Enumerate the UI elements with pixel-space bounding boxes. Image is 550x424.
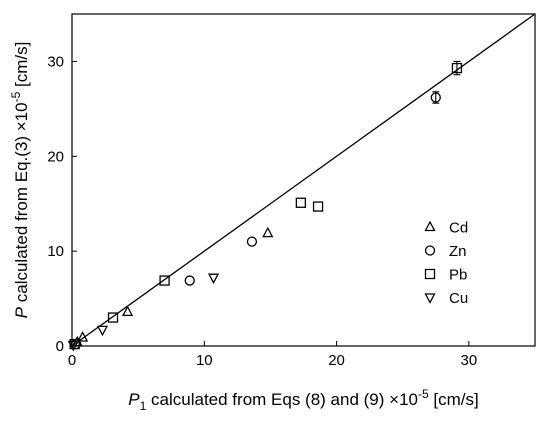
series-cu [67,273,220,352]
data-point-cd [121,305,134,317]
data-point-zn [184,275,195,286]
data-point-pb [107,312,119,323]
x-axis-title: P1 calculated from Eqs (8) and (9) ×10-5… [128,387,478,413]
data-point-cu [207,273,220,285]
data-point-cd [262,226,274,238]
data-point-pb [295,197,307,208]
x-tick-label: 10 [196,352,213,369]
reference-line [71,13,536,347]
legend-marker-cd [424,220,436,232]
y-tick-label: 20 [47,148,64,165]
y-axis-title: P calculated from Eq.(3) ×10-5 [cm/s] [9,42,31,319]
y-tick-label: 0 [56,338,64,355]
plot-frame [71,13,536,347]
x-tick-label: 0 [68,352,76,369]
y-tick-label: 10 [47,243,64,260]
series-zn [70,92,441,350]
data-point-pb [159,275,170,286]
legend-marker-zn [424,245,436,256]
data-point-zn [246,236,258,247]
legend-marker-cu [424,293,436,304]
legend-label-cu: Cu [449,290,468,307]
x-tick-label: 30 [461,352,478,369]
series-cd [71,226,274,347]
data-point-cd [77,331,89,342]
legend-label-cd: Cd [449,220,468,237]
legend-label-pb: Pb [449,267,467,284]
data-point-pb [312,201,324,212]
legend-label-zn: Zn [449,243,467,260]
x-tick-label: 20 [328,352,345,369]
legend-marker-pb [424,268,436,280]
y-tick-label: 30 [47,53,64,70]
data-point-cu [67,340,79,352]
data-point-cu [96,325,109,337]
